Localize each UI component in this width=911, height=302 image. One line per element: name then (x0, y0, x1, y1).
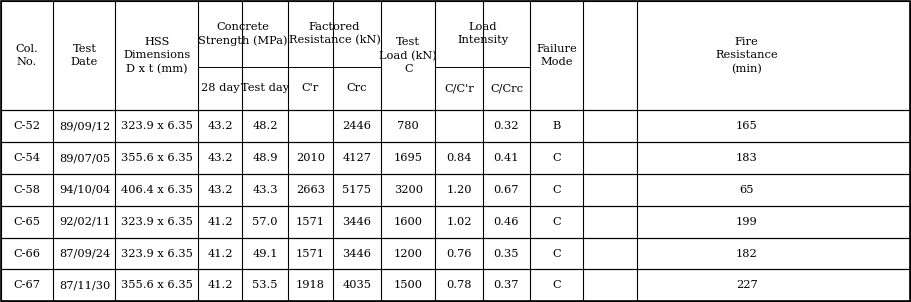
Bar (1, 142, 910, 174)
Text: Col.
No.: Col. No. (15, 44, 38, 67)
Text: 43.3: 43.3 (252, 185, 278, 195)
Text: 89/07/05: 89/07/05 (58, 153, 110, 163)
Bar (1, 1, 910, 111)
Text: 1.02: 1.02 (446, 217, 472, 227)
Text: C'r: C'r (302, 83, 319, 94)
Text: C/C'r: C/C'r (445, 83, 474, 94)
Text: 4127: 4127 (343, 153, 372, 163)
Text: 227: 227 (736, 280, 757, 291)
Text: 49.1: 49.1 (252, 249, 278, 259)
Text: 92/02/11: 92/02/11 (58, 217, 110, 227)
Text: Failure
Mode: Failure Mode (536, 44, 577, 67)
Text: HSS
Dimensions
D x t (mm): HSS Dimensions D x t (mm) (123, 37, 190, 74)
Text: 65: 65 (740, 185, 753, 195)
Text: 0.76: 0.76 (446, 249, 472, 259)
Text: Factored
Resistance (kN): Factored Resistance (kN) (289, 22, 381, 45)
Text: 5175: 5175 (343, 185, 372, 195)
Text: 1571: 1571 (296, 249, 325, 259)
Text: 0.41: 0.41 (494, 153, 519, 163)
Text: 1600: 1600 (394, 217, 423, 227)
Text: 0.37: 0.37 (494, 280, 519, 291)
Text: 182: 182 (736, 249, 757, 259)
Text: C/Crc: C/Crc (490, 83, 523, 94)
Text: Fire
Resistance
(min): Fire Resistance (min) (715, 37, 778, 74)
Text: 48.9: 48.9 (252, 153, 278, 163)
Text: Crc: Crc (346, 83, 367, 94)
Text: 0.84: 0.84 (446, 153, 472, 163)
Text: C: C (552, 249, 561, 259)
Text: C: C (552, 280, 561, 291)
Text: 43.2: 43.2 (207, 121, 232, 131)
Text: 323.9 x 6.35: 323.9 x 6.35 (121, 249, 192, 259)
Bar (1, 269, 910, 301)
Text: 183: 183 (736, 153, 757, 163)
Text: 1571: 1571 (296, 217, 325, 227)
Text: C-67: C-67 (14, 280, 41, 291)
Text: 1500: 1500 (394, 280, 423, 291)
Text: Test
Load (kN)
C: Test Load (kN) C (379, 37, 437, 74)
Text: 0.46: 0.46 (494, 217, 519, 227)
Text: 2446: 2446 (343, 121, 372, 131)
Text: C-58: C-58 (14, 185, 41, 195)
Text: 87/11/30: 87/11/30 (58, 280, 110, 291)
Text: 41.2: 41.2 (207, 280, 232, 291)
Text: 0.32: 0.32 (494, 121, 519, 131)
Text: Test
Date: Test Date (71, 44, 98, 67)
Text: 406.4 x 6.35: 406.4 x 6.35 (121, 185, 192, 195)
Text: 87/09/24: 87/09/24 (58, 249, 110, 259)
Text: 355.6 x 6.35: 355.6 x 6.35 (121, 280, 192, 291)
Text: C: C (552, 217, 561, 227)
Text: C: C (552, 185, 561, 195)
Text: B: B (552, 121, 560, 131)
Text: 2663: 2663 (296, 185, 325, 195)
Text: 94/10/04: 94/10/04 (58, 185, 110, 195)
Bar (1, 174, 910, 206)
Text: 0.78: 0.78 (446, 280, 472, 291)
Text: 48.2: 48.2 (252, 121, 278, 131)
Text: 28 day: 28 day (200, 83, 240, 94)
Text: 1.20: 1.20 (446, 185, 472, 195)
Text: C-66: C-66 (14, 249, 41, 259)
Text: Concrete
Strength (MPa): Concrete Strength (MPa) (199, 22, 288, 46)
Text: 323.9 x 6.35: 323.9 x 6.35 (121, 217, 192, 227)
Text: 89/09/12: 89/09/12 (58, 121, 110, 131)
Text: 41.2: 41.2 (207, 249, 232, 259)
Text: 3446: 3446 (343, 249, 372, 259)
Text: 165: 165 (736, 121, 757, 131)
Text: 780: 780 (397, 121, 419, 131)
Text: C-54: C-54 (14, 153, 41, 163)
Text: 0.35: 0.35 (494, 249, 519, 259)
Text: 3446: 3446 (343, 217, 372, 227)
Text: C-65: C-65 (14, 217, 41, 227)
Text: 2010: 2010 (296, 153, 325, 163)
Bar (1, 111, 910, 142)
Text: 1200: 1200 (394, 249, 423, 259)
Text: 41.2: 41.2 (207, 217, 232, 227)
Text: 4035: 4035 (343, 280, 372, 291)
Text: 43.2: 43.2 (207, 153, 232, 163)
Text: 3200: 3200 (394, 185, 423, 195)
Text: 355.6 x 6.35: 355.6 x 6.35 (121, 153, 192, 163)
Text: 323.9 x 6.35: 323.9 x 6.35 (121, 121, 192, 131)
Text: 1695: 1695 (394, 153, 423, 163)
Text: 0.67: 0.67 (494, 185, 519, 195)
Text: C-52: C-52 (14, 121, 41, 131)
Text: 1918: 1918 (296, 280, 325, 291)
Text: 43.2: 43.2 (207, 185, 232, 195)
Text: Load
Intensity: Load Intensity (457, 22, 508, 45)
Text: 53.5: 53.5 (252, 280, 278, 291)
Text: C: C (552, 153, 561, 163)
Text: Test day: Test day (241, 83, 289, 94)
Bar (1, 238, 910, 269)
Text: 199: 199 (736, 217, 757, 227)
Text: 57.0: 57.0 (252, 217, 278, 227)
Bar (1, 206, 910, 238)
